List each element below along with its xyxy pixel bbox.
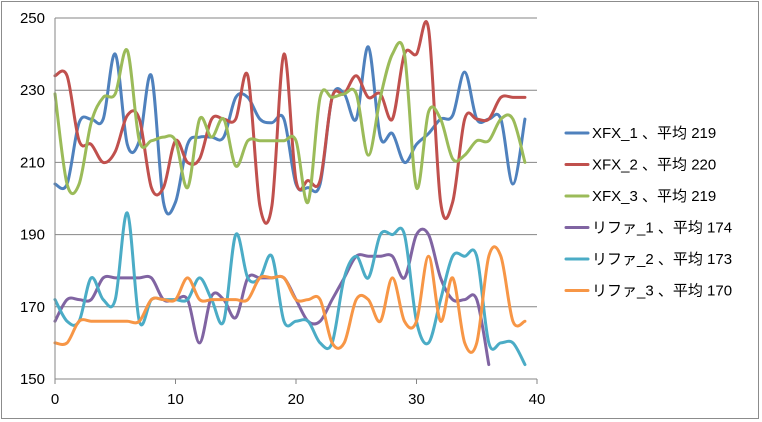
y-tick-label: 250: [20, 10, 45, 27]
y-tick-label: 230: [20, 82, 45, 99]
legend-label-5: リファ_2 、平均 173: [592, 251, 732, 268]
y-tick-label: 170: [20, 299, 45, 316]
x-tick-label: 10: [167, 391, 184, 408]
legend-label-6: リファ_3 、平均 170: [592, 283, 732, 300]
y-tick-label: 150: [20, 371, 45, 388]
series-lines: [53, 20, 527, 367]
series-line-3: [53, 40, 527, 204]
series-line-5: [53, 211, 527, 367]
x-tick-label: 20: [288, 391, 305, 408]
legend-label-4: リファ_1 、平均 174: [592, 220, 732, 237]
x-tick-label: 0: [51, 391, 59, 408]
series-line-6: [53, 245, 527, 354]
legend-label-1: XFX_1 、平均 219: [592, 125, 716, 142]
legend: XFX_1 、平均 219 XFX_2 、平均 220 XFX_3 、平均 219 リ…: [564, 125, 732, 300]
x-tick-label: 30: [408, 391, 425, 408]
legend-label-2: XFX_2 、平均 220: [592, 157, 716, 174]
series-line-1: [53, 45, 527, 216]
legend-label-3: XFX_3 、平均 219: [592, 188, 716, 205]
series-line-2: [53, 20, 527, 225]
y-tick-label: 190: [20, 227, 45, 244]
axes: 150 170 190 210 230 250 0 10 20 30 40: [20, 10, 545, 408]
y-tick-label: 210: [20, 154, 45, 171]
x-tick-label: 40: [529, 391, 546, 408]
